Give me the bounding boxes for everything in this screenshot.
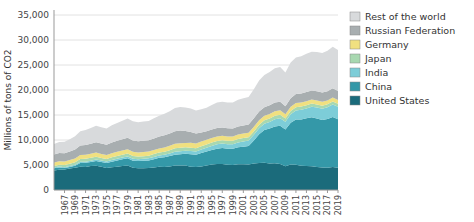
x-tick-label: 2017 bbox=[323, 195, 332, 215]
x-tick-label: 1971 bbox=[82, 195, 91, 215]
x-tick bbox=[295, 190, 296, 193]
y-tick-label: 20,000 bbox=[18, 85, 50, 95]
legend-label: Russian Federation bbox=[365, 25, 455, 36]
y-tick-label: 15,000 bbox=[18, 110, 50, 120]
area bbox=[54, 47, 338, 155]
x-tick bbox=[316, 190, 317, 193]
legend-swatch bbox=[350, 68, 360, 77]
x-tick bbox=[306, 190, 307, 193]
x-tick bbox=[117, 190, 118, 193]
x-tick bbox=[264, 190, 265, 193]
legend-label: United States bbox=[365, 95, 429, 106]
chart: 0 5,000 10,000 15,000 20,000 25,000 30,000 35,0… bbox=[0, 0, 474, 222]
y-tick-label: 25,000 bbox=[18, 60, 50, 70]
legend-label: India bbox=[365, 67, 388, 78]
legend-label: Germany bbox=[365, 39, 409, 50]
y-axis-line bbox=[54, 10, 55, 190]
y-tick-label: 0 bbox=[43, 185, 49, 195]
x-tick-label: 1987 bbox=[166, 195, 175, 215]
x-tick-label: 1969 bbox=[71, 195, 80, 215]
x-tick bbox=[338, 190, 339, 193]
x-tick-label: 1999 bbox=[229, 195, 238, 215]
x-tick bbox=[96, 190, 97, 193]
x-tick-label: 1967 bbox=[61, 195, 70, 215]
legend-swatch bbox=[350, 82, 360, 91]
grid bbox=[54, 15, 338, 190]
legend-label: China bbox=[365, 81, 392, 92]
x-tick bbox=[243, 190, 244, 193]
x-tick bbox=[85, 190, 86, 193]
x-tick bbox=[190, 190, 191, 193]
x-tick bbox=[201, 190, 202, 193]
x-tick-label: 1991 bbox=[187, 195, 196, 215]
legend-swatch bbox=[350, 40, 360, 49]
x-tick bbox=[127, 190, 128, 193]
x-tick bbox=[169, 190, 170, 193]
legend-label: Japan bbox=[364, 53, 392, 64]
x-tick-label: 1983 bbox=[145, 195, 154, 215]
y-axis-label: Millions of tons of CO2 bbox=[3, 50, 13, 151]
x-tick-label: 2013 bbox=[302, 195, 311, 215]
x-tick-label: 1985 bbox=[155, 195, 164, 215]
x-tick-label: 2001 bbox=[239, 195, 248, 215]
x-tick bbox=[180, 190, 181, 193]
legend-swatch bbox=[350, 96, 360, 105]
x-tick bbox=[274, 190, 275, 193]
areas bbox=[54, 47, 338, 190]
x-tick bbox=[327, 190, 328, 193]
x-tick-label: 1981 bbox=[134, 195, 143, 215]
x-tick bbox=[285, 190, 286, 193]
x-tick-label: 1973 bbox=[92, 195, 101, 215]
x-tick-label: 1997 bbox=[218, 195, 227, 215]
x-tick-label: 1975 bbox=[103, 195, 112, 215]
x-tick bbox=[159, 190, 160, 193]
legend-swatch bbox=[350, 26, 360, 35]
x-tick bbox=[253, 190, 254, 193]
x-tick-label: 1993 bbox=[197, 195, 206, 215]
x-tick-label: 2009 bbox=[281, 195, 290, 215]
x-tick-label: 1989 bbox=[176, 195, 185, 215]
x-tick-label: 2015 bbox=[313, 195, 322, 215]
legend: Rest of the world Russian Federation Germa… bbox=[350, 11, 455, 106]
y-tick-label: 35,000 bbox=[18, 10, 50, 20]
legend-swatch bbox=[350, 54, 360, 63]
x-tick-label: 2003 bbox=[250, 195, 259, 215]
x-axis-line bbox=[54, 190, 338, 191]
x-tick-label: 2019 bbox=[334, 195, 343, 215]
x-tick-label: 1977 bbox=[113, 195, 122, 215]
x-tick-label: 2011 bbox=[292, 195, 301, 215]
y-tick-label: 30,000 bbox=[18, 35, 50, 45]
grid-line bbox=[54, 15, 338, 16]
x-tick bbox=[232, 190, 233, 193]
grid-line bbox=[54, 40, 338, 41]
grid-line bbox=[54, 190, 338, 191]
x-tick-label: 1995 bbox=[208, 195, 217, 215]
y-tick-label: 5,000 bbox=[23, 160, 49, 170]
x-tick bbox=[148, 190, 149, 193]
x-tick bbox=[64, 190, 65, 193]
x-tick bbox=[138, 190, 139, 193]
x-tick-label: 2005 bbox=[260, 195, 269, 215]
x-tick bbox=[222, 190, 223, 193]
x-tick bbox=[75, 190, 76, 193]
x-tick bbox=[211, 190, 212, 193]
legend-label: Rest of the world bbox=[365, 11, 446, 22]
x-tick-label: 1979 bbox=[124, 195, 133, 215]
x-tick-label: 2007 bbox=[271, 195, 280, 215]
legend-swatch bbox=[350, 12, 360, 21]
y-tick-label: 10,000 bbox=[18, 135, 50, 145]
x-tick bbox=[106, 190, 107, 193]
